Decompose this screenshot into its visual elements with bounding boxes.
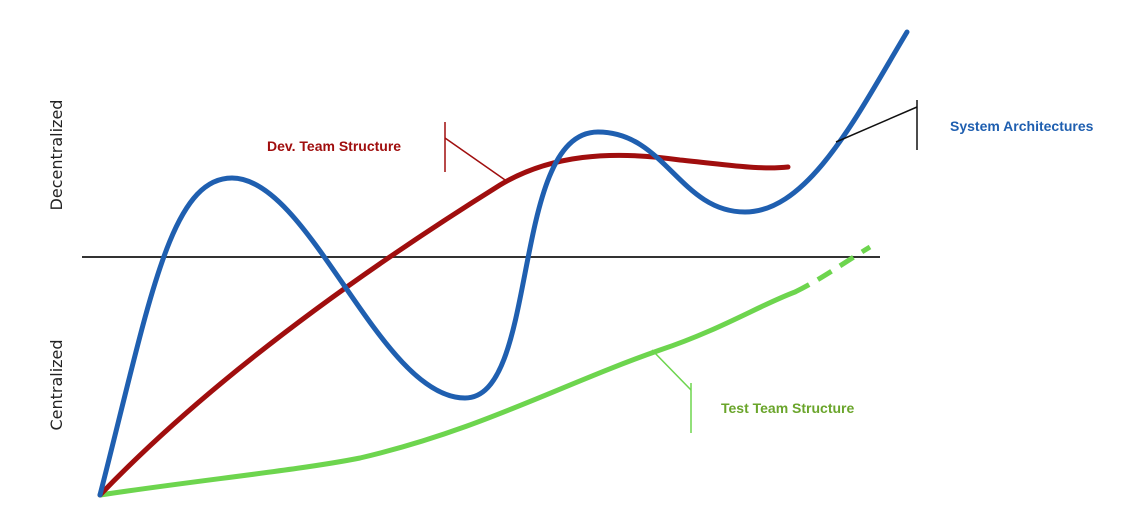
test-callout-leader [651, 349, 692, 391]
centralized-axis-label: Centralized [47, 339, 66, 430]
system-callout: System Architectures [835, 100, 1094, 150]
dev-team-callout: Dev. Team Structure [267, 122, 509, 183]
system-architectures-curve [97, 29, 910, 498]
system-callout-leader [835, 106, 918, 143]
dev-callout-leader [444, 137, 509, 183]
test-team-label: Test Team Structure [721, 400, 855, 416]
decentralized-axis-label: Decentralized [47, 100, 66, 211]
dev-team-label: Dev. Team Structure [267, 138, 401, 154]
system-architectures-label: System Architectures [950, 118, 1094, 134]
test-team-curve [97, 289, 798, 498]
test-team-callout: Test Team Structure [651, 349, 855, 433]
test-team-curve-dashed [793, 244, 872, 295]
dev-team-curve [97, 152, 791, 498]
